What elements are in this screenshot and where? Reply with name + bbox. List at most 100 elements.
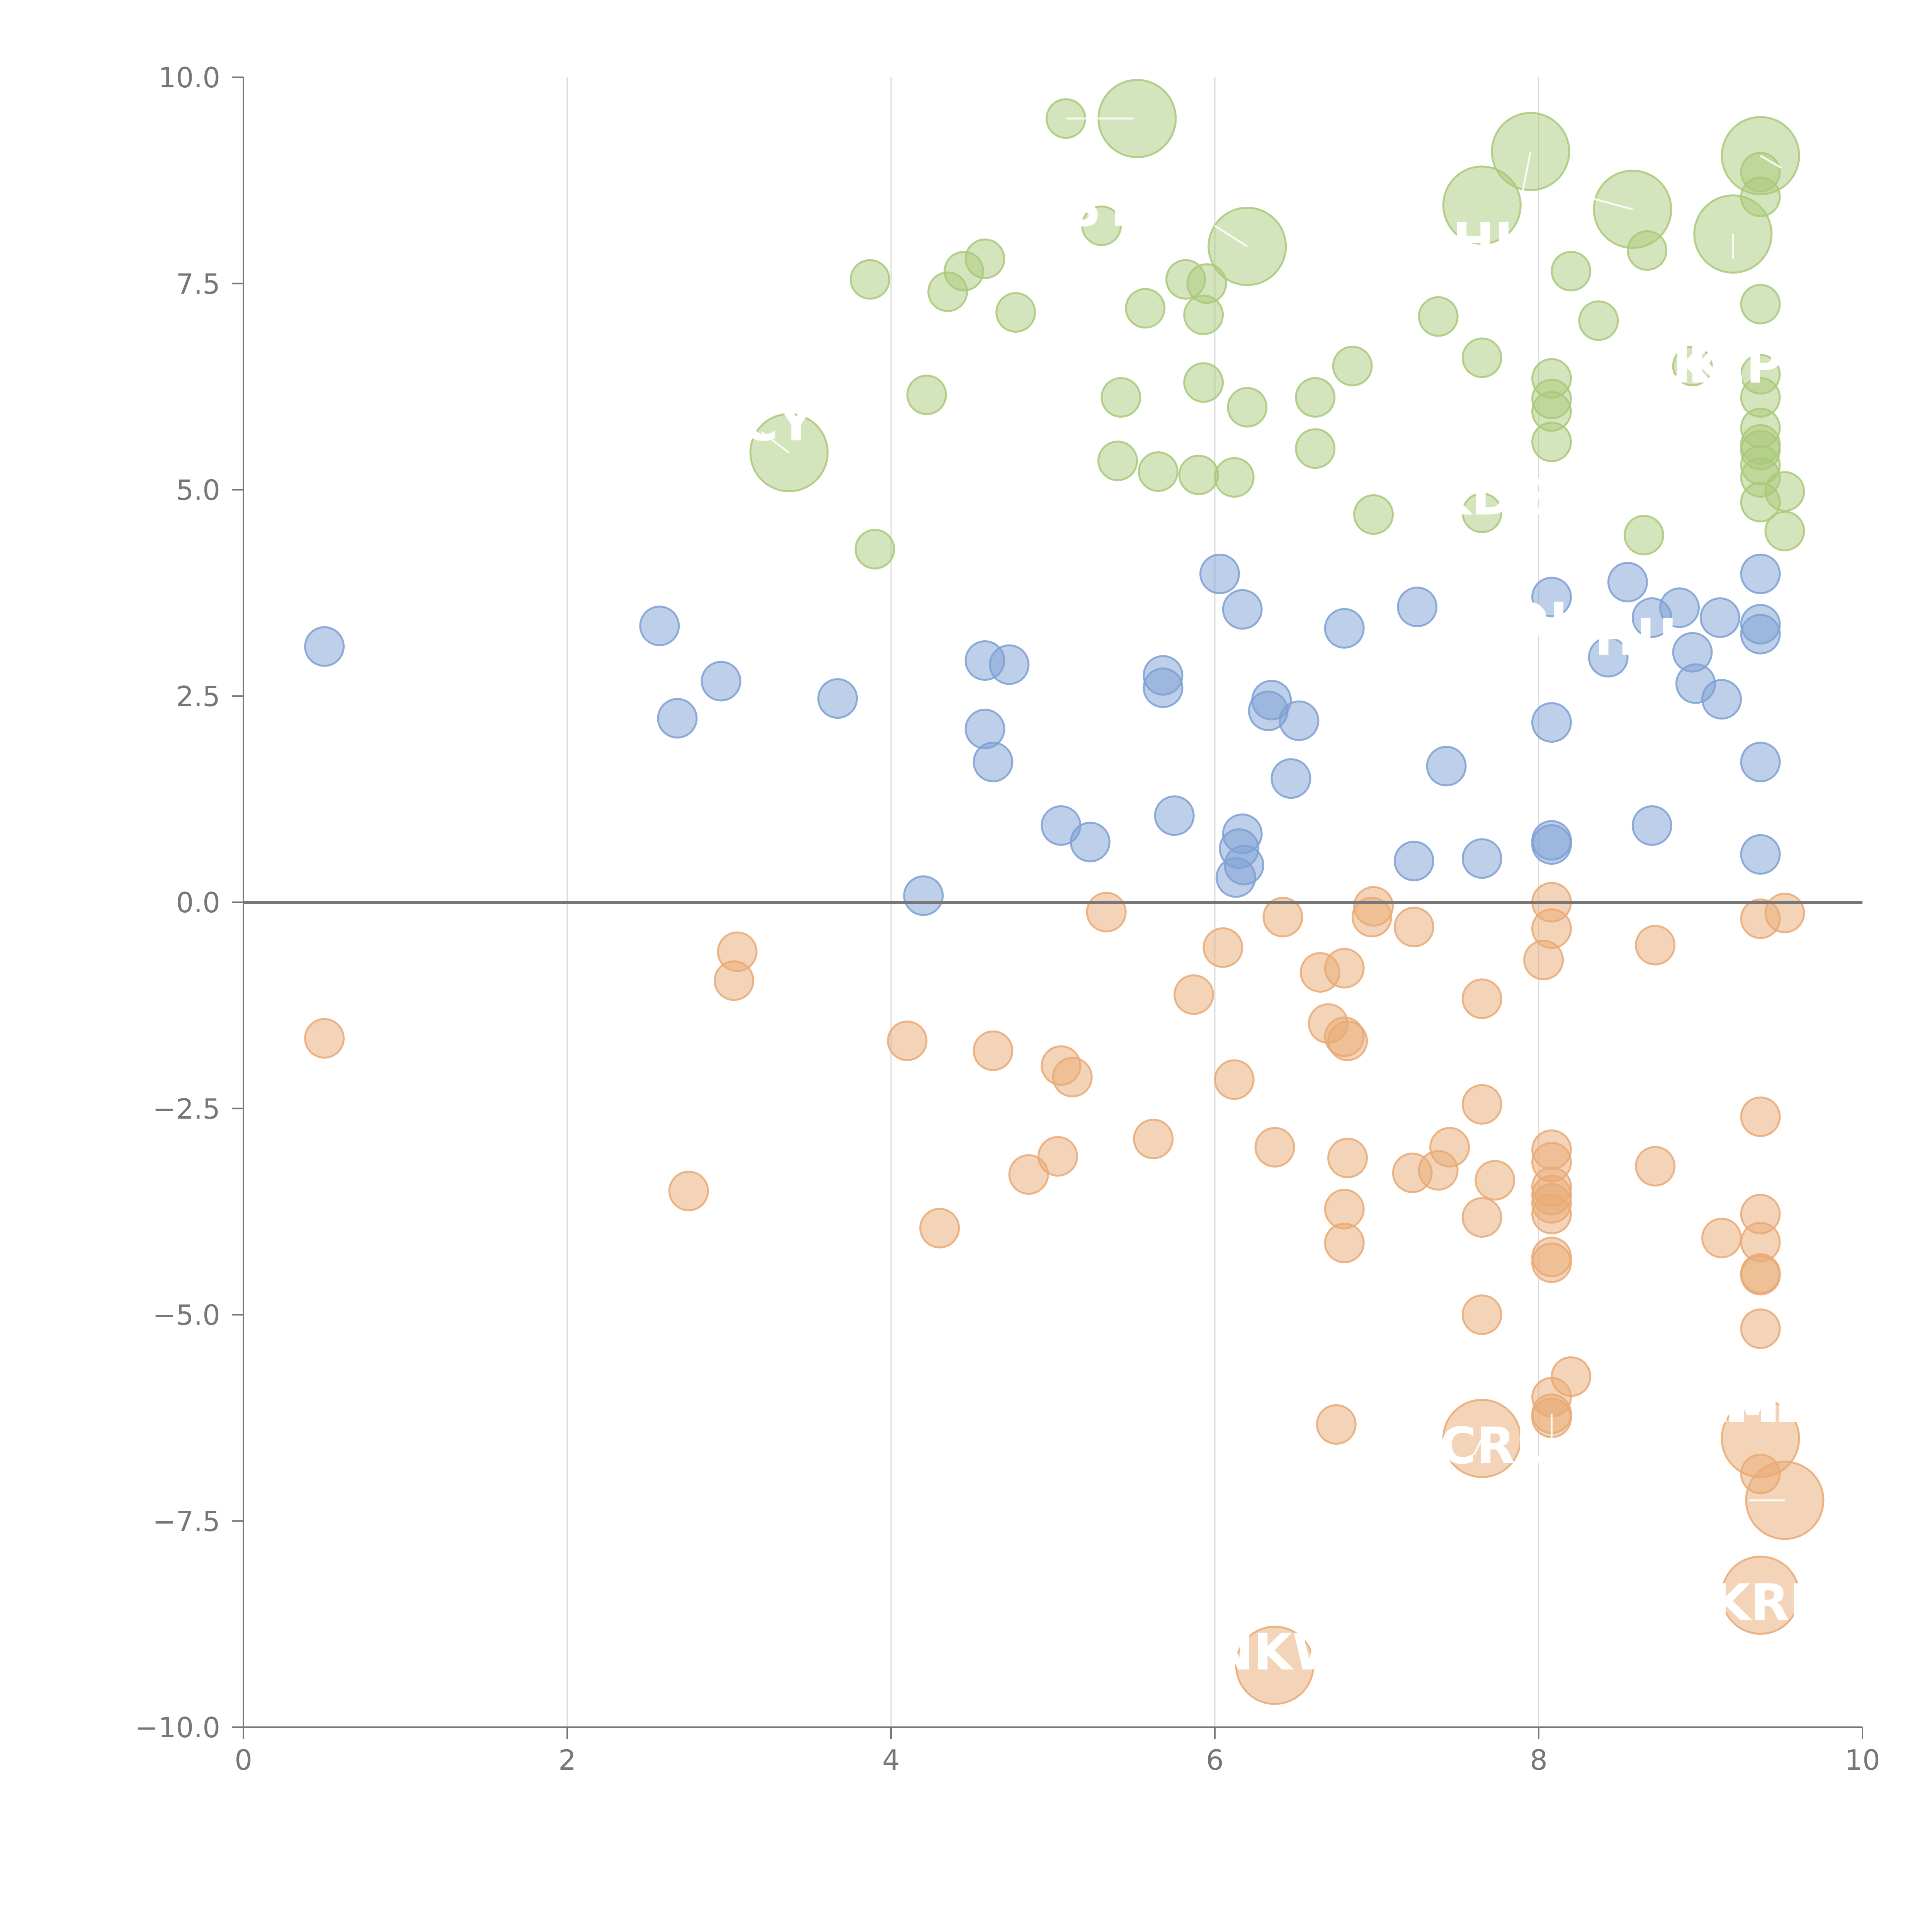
green-bubble	[1081, 205, 1122, 246]
orange-bubble	[1254, 1127, 1295, 1168]
green-bubble	[995, 292, 1036, 333]
orange-bubble	[1262, 896, 1303, 937]
bubble-annotation: CY	[741, 393, 815, 452]
blue-bubble	[989, 644, 1030, 685]
green-bubble	[1100, 377, 1141, 418]
y-tick-label: −10.0	[135, 1711, 220, 1744]
axis-layer: 0 2 4 6 8 10 −10.0 −7.5 −5.0 −2.5 0.0 2.5 5.0 7.5 10.0	[135, 61, 1880, 1776]
orange-bubble	[1764, 893, 1805, 934]
orange-bubble	[1052, 1057, 1093, 1098]
orange-bubble	[1202, 927, 1243, 968]
green-bubble	[1672, 345, 1713, 386]
orange-bubble	[1475, 1160, 1515, 1201]
blue-bubble	[1531, 702, 1572, 743]
bubble-annotation: KDE	[1433, 468, 1548, 527]
orange-bubble	[1327, 1020, 1368, 1061]
orange-bubble	[1740, 1308, 1781, 1349]
green-bubble	[1178, 454, 1219, 495]
x-tick-label: 6	[1206, 1744, 1224, 1776]
blue-bubble	[1215, 857, 1256, 898]
orange-bubble	[1523, 939, 1564, 980]
green-bubble	[1138, 451, 1179, 492]
blue-bubble	[1631, 805, 1672, 846]
blue-bubble	[1222, 589, 1263, 630]
annotation-leader-line	[761, 431, 790, 454]
x-tick-label: 4	[882, 1744, 900, 1776]
y-tick-label: 5.0	[176, 474, 220, 507]
bubble-annotation: SY	[1065, 179, 1139, 238]
blue-bubble	[1279, 700, 1320, 741]
blue-bubble	[1070, 821, 1111, 862]
orange-bubble	[1008, 1154, 1049, 1195]
blue-bubble	[1588, 637, 1629, 678]
bubble-annotation: GHH	[1411, 212, 1536, 271]
bubble-annotation: ACRL	[1401, 1417, 1547, 1475]
bubble-annotation: CKRE	[1675, 1573, 1823, 1632]
green-bubble	[1764, 510, 1805, 551]
green-bubble	[1623, 515, 1664, 556]
orange-bubble	[1324, 1189, 1365, 1230]
green-bubble	[854, 529, 895, 570]
orange-bubble	[1133, 1119, 1174, 1160]
blue-bubble	[1461, 838, 1502, 879]
orange-bubble	[714, 960, 755, 1001]
annotation-leader-line	[1521, 151, 1532, 193]
blue-bubble	[973, 742, 1014, 782]
x-tick-label: 10	[1845, 1744, 1880, 1776]
blue-bubble	[1426, 746, 1467, 787]
y-tick-label: −2.5	[153, 1093, 220, 1125]
green-bubble	[927, 271, 968, 312]
bubble-annotation: LKI	[1656, 336, 1745, 395]
orange-bubble	[1324, 948, 1365, 989]
blue-bubble	[1154, 795, 1195, 836]
y-tick-label: 2.5	[176, 680, 220, 713]
bubble-annotation: IDK	[1489, 592, 1590, 650]
orange-bubble	[1461, 1294, 1502, 1335]
bubble-annotation: IMM	[1706, 1375, 1825, 1434]
orange-bubble	[1461, 978, 1502, 1019]
bubble-annotation: EMB	[1696, 1375, 1818, 1434]
blue-bubble	[1740, 742, 1781, 782]
orange-bubble	[887, 1020, 928, 1061]
blue-bubble	[701, 661, 742, 702]
green-bubble	[1740, 482, 1781, 523]
blue-bubble	[304, 626, 345, 667]
green-bubble	[906, 374, 947, 415]
green-bubble	[1461, 337, 1502, 378]
green-bubble	[1418, 296, 1459, 337]
green-bubble	[1295, 428, 1336, 469]
green-bubble	[1183, 362, 1224, 403]
orange-bubble	[1086, 892, 1127, 933]
green-bubble	[1214, 457, 1255, 498]
orange-bubble	[1214, 1059, 1255, 1100]
blue-bubble	[1531, 577, 1572, 617]
green-bubble	[1332, 345, 1373, 386]
points-layer	[243, 79, 1862, 1705]
orange-bubble	[1461, 1197, 1502, 1238]
green-bubble	[1627, 230, 1668, 271]
orange-bubble	[1635, 1146, 1676, 1187]
orange-bubble	[1721, 1555, 1800, 1635]
blue-bubble	[1659, 587, 1700, 628]
orange-bubble	[1531, 1242, 1572, 1283]
y-tick-label: 7.5	[176, 268, 220, 300]
x-tick-label: 0	[235, 1744, 252, 1776]
green-bubble	[1295, 377, 1336, 418]
orange-bubble	[1461, 1084, 1502, 1125]
y-tick-label: 10.0	[158, 61, 220, 94]
green-bubble	[1097, 440, 1138, 481]
orange-bubble	[973, 1030, 1014, 1071]
orange-bubble	[668, 1170, 709, 1211]
green-bubble	[1740, 284, 1781, 325]
orange-bubble	[1324, 1223, 1365, 1264]
orange-bubble	[1316, 1404, 1357, 1445]
y-tick-label: −7.5	[153, 1505, 220, 1537]
bubble-annotation: HU	[1594, 608, 1677, 667]
orange-bubble	[1740, 1096, 1781, 1137]
annotation-leader-line	[1473, 1438, 1483, 1456]
blue-bubble	[903, 875, 944, 916]
blue-bubble	[1397, 587, 1438, 628]
orange-bubble	[1429, 1127, 1470, 1168]
bubble-annotation: P	[1342, 658, 1379, 716]
